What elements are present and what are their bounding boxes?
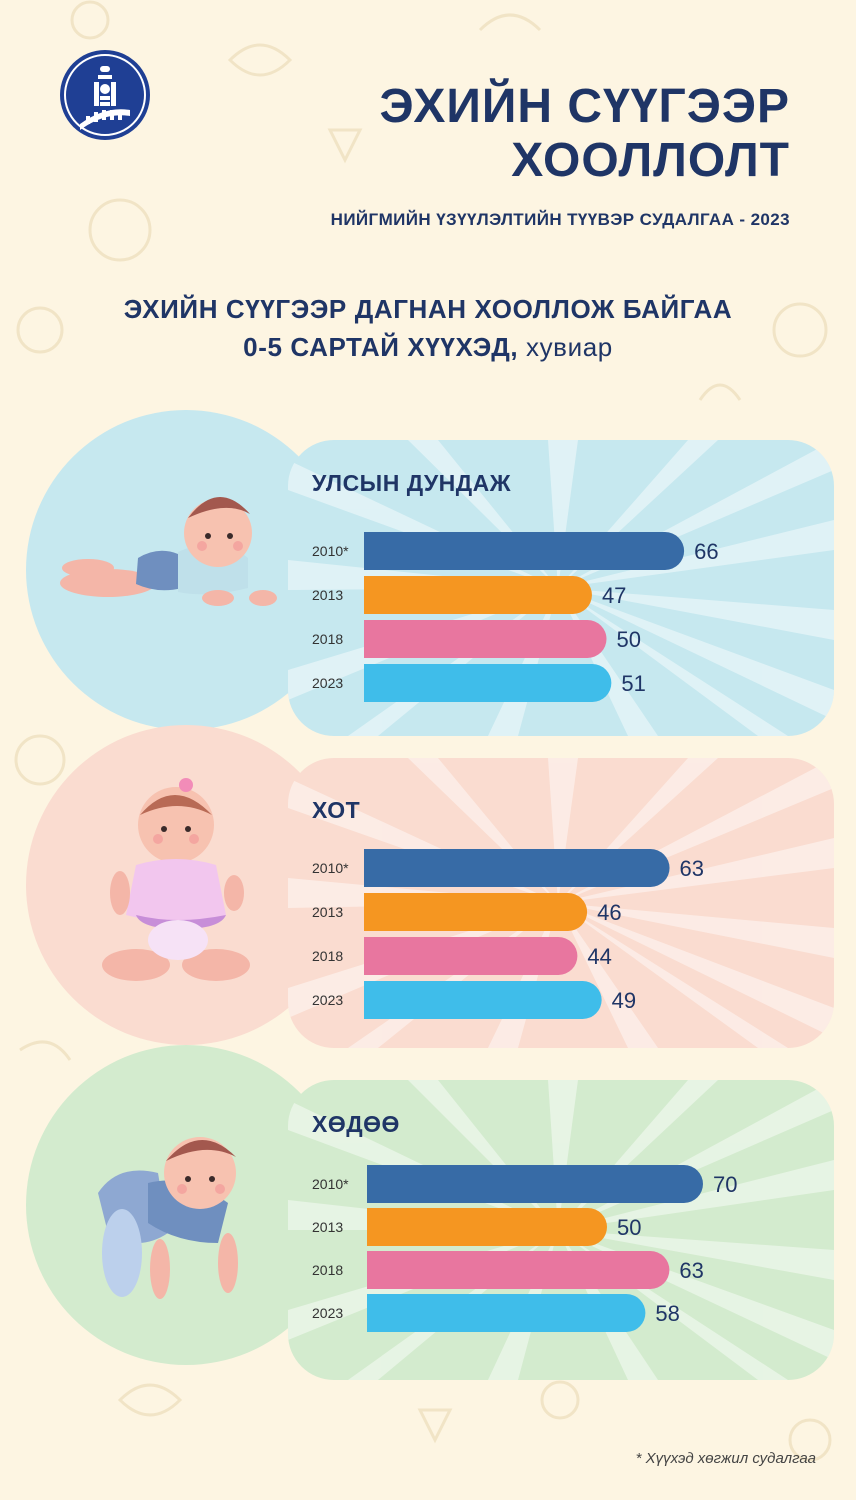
panel-title-national: УЛСЫН ДУНДАЖ — [312, 470, 512, 496]
bar-2023 — [364, 664, 612, 702]
main-title-line1: ЭХИЙН СҮҮГЭЭР — [379, 80, 790, 133]
value-label-2023: 51 — [621, 671, 645, 696]
panel-title-rural: ХӨДӨӨ — [312, 1111, 400, 1137]
bar-2010 — [364, 849, 670, 887]
value-label-2018: 63 — [679, 1258, 703, 1283]
year-label-2013: 2013 — [312, 587, 343, 603]
bar-chart-national: 2010* 66 2013 47 2018 50 2023 51 — [312, 532, 719, 702]
bar-2023 — [367, 1294, 646, 1332]
year-label-2010: 2010* — [312, 543, 349, 559]
panel-national-average: УЛСЫН ДУНДАЖ 2010* 66 2013 47 2018 50 2023 51 — [0, 410, 856, 740]
bar-2013 — [367, 1208, 607, 1246]
footnote: * Хүүхэд хөгжил судалгаа — [635, 1450, 816, 1467]
panel-title-urban: ХОТ — [312, 797, 361, 823]
bar-2010 — [364, 532, 685, 570]
value-label-2010: 70 — [713, 1172, 737, 1197]
bar-2010 — [367, 1165, 703, 1203]
government-emblem-logo — [60, 50, 150, 140]
year-label-2018: 2018 — [312, 631, 343, 647]
year-label-2018: 2018 — [312, 1262, 343, 1278]
value-label-2013: 47 — [602, 583, 626, 608]
value-label-2010: 66 — [694, 539, 718, 564]
lying-baby-illustration — [60, 496, 277, 606]
bar-chart-rural: 2010* 70 2013 50 2018 63 2023 58 — [312, 1165, 737, 1332]
bar-2013 — [364, 893, 588, 931]
year-label-2023: 2023 — [312, 675, 343, 691]
year-label-2010: 2010* — [312, 860, 349, 876]
value-label-2010: 63 — [680, 856, 704, 881]
value-label-2023: 58 — [655, 1301, 679, 1326]
value-label-2013: 50 — [617, 1215, 641, 1240]
sitting-baby-girl-illustration — [102, 778, 250, 981]
value-label-2018: 50 — [617, 627, 641, 652]
survey-subtitle: НИЙГМИЙН ҮЗҮҮЛЭЛТИЙН ТҮҮВЭР СУДАЛГАА - 2… — [330, 210, 790, 229]
value-label-2013: 46 — [597, 900, 621, 925]
bar-2018 — [364, 937, 578, 975]
value-label-2018: 44 — [587, 944, 611, 969]
year-label-2013: 2013 — [312, 1219, 343, 1235]
year-label-2018: 2018 — [312, 948, 343, 964]
chart-heading-unit: хувиар — [518, 332, 613, 362]
chart-heading-line2: 0-5 САРТАЙ ХҮҮХЭД, хувиар — [40, 328, 816, 366]
year-label-2023: 2023 — [312, 992, 343, 1008]
chart-heading-line2-text: 0-5 САРТАЙ ХҮҮХЭД, — [243, 332, 519, 362]
main-title: ЭХИЙН СҮҮГЭЭР ХООЛЛОЛТ — [230, 80, 790, 188]
main-title-line2: ХООЛЛОЛТ — [511, 134, 790, 187]
year-label-2010: 2010* — [312, 1176, 349, 1192]
bar-2013 — [364, 576, 592, 614]
panel-urban: ХОТ 2010* 63 2013 46 2018 44 2023 49 — [0, 725, 856, 1055]
panel-rural: ХӨДӨӨ 2010* 70 2013 50 2018 63 2023 58 — [0, 1045, 856, 1380]
crawling-baby-illustration — [98, 1137, 238, 1299]
value-label-2023: 49 — [612, 988, 636, 1013]
soyombo-emblem-icon — [64, 54, 146, 136]
year-label-2013: 2013 — [312, 904, 343, 920]
bar-chart-urban: 2010* 63 2013 46 2018 44 2023 49 — [312, 849, 704, 1019]
chart-heading: ЭХИЙН СҮҮГЭЭР ДАГНАН ХООЛЛОЖ БАЙГАА 0-5 … — [40, 290, 816, 366]
bar-2018 — [364, 620, 607, 658]
bar-2018 — [367, 1251, 670, 1289]
bar-2023 — [364, 981, 602, 1019]
year-label-2023: 2023 — [312, 1305, 343, 1321]
chart-heading-line1: ЭХИЙН СҮҮГЭЭР ДАГНАН ХООЛЛОЖ БАЙГАА — [123, 294, 733, 324]
